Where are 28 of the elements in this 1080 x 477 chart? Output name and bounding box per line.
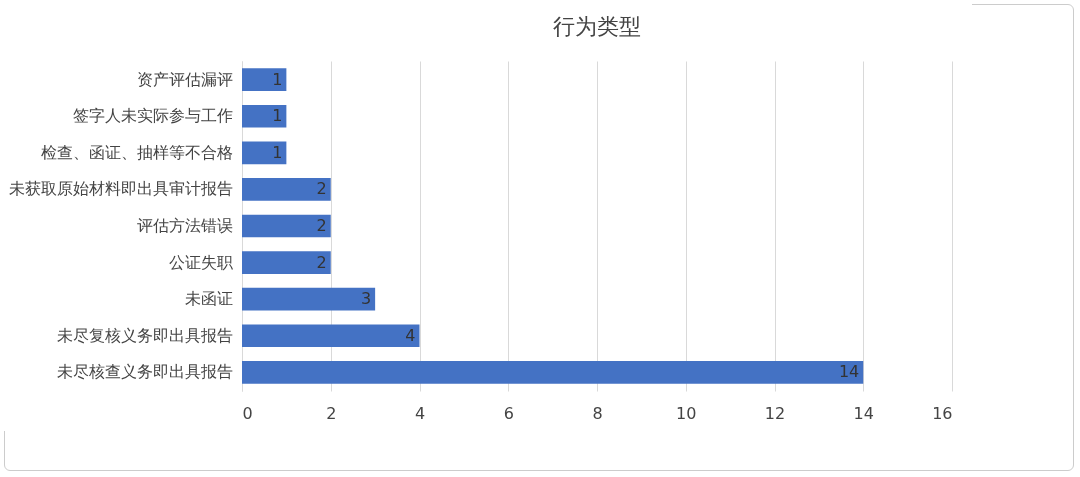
x-tick-label: 10	[676, 403, 697, 423]
data-label: 4	[405, 325, 416, 345]
y-tick-label: 未尽核查义务即出具报告	[56, 362, 233, 382]
y-tick-label: 未尽复核义务即出具报告	[56, 325, 233, 345]
y-tick-label: 未获取原始材料即出具审计报告	[8, 179, 233, 199]
data-label: 2	[316, 252, 327, 272]
x-tick-label: 16	[932, 403, 953, 423]
data-label: 14	[838, 362, 860, 382]
y-tick-label: 评估方法错误	[136, 216, 233, 235]
x-tick-label: 2	[326, 403, 337, 423]
chart-title: 行为类型	[553, 14, 641, 39]
data-label: 1	[272, 69, 283, 89]
y-tick-label: 资产评估漏评	[136, 69, 233, 89]
data-label: 2	[316, 179, 327, 199]
x-tick-label: 4	[414, 403, 426, 423]
x-tick-label: 0	[242, 403, 253, 423]
y-tick-label: 检查、函证、抽样等不合格	[40, 142, 233, 162]
y-tick-label: 签字人未实际参与工作	[72, 106, 233, 126]
x-tick-label: 6	[503, 403, 514, 423]
data-label: 1	[272, 142, 283, 162]
x-tick-label: 12	[764, 403, 786, 423]
y-tick-label: 未函证	[184, 289, 233, 309]
x-tick-label: 14	[853, 403, 874, 423]
data-label: 2	[316, 216, 327, 235]
y-tick-label: 公证失职	[168, 252, 233, 272]
x-tick-label: 8	[592, 403, 603, 423]
data-label: 3	[360, 289, 372, 309]
data-label: 1	[272, 106, 283, 126]
